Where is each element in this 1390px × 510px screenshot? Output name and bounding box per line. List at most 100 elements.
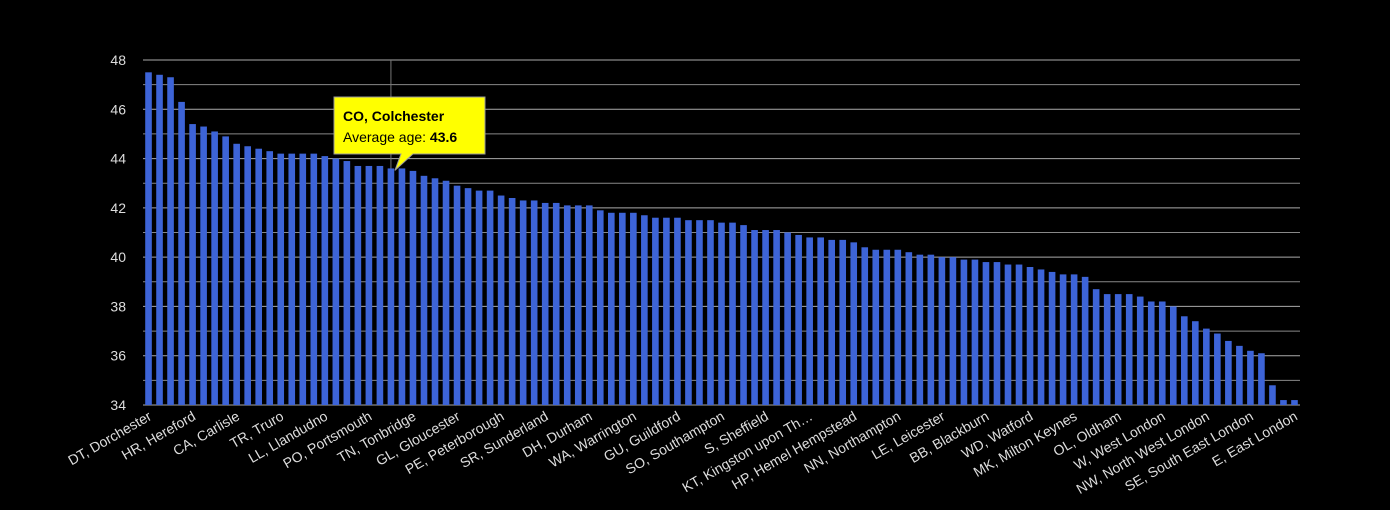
bar bbox=[398, 168, 406, 405]
bar bbox=[167, 77, 174, 405]
bar bbox=[156, 74, 163, 406]
bar bbox=[927, 254, 935, 405]
bar bbox=[993, 262, 1001, 405]
bar bbox=[641, 215, 648, 405]
bar bbox=[387, 168, 395, 405]
bar bbox=[1236, 345, 1243, 405]
bar bbox=[1158, 301, 1166, 405]
bar bbox=[1291, 400, 1298, 405]
bar bbox=[1247, 350, 1254, 405]
tooltip-text: Average age: 43.6 bbox=[343, 129, 457, 145]
bar bbox=[178, 101, 185, 406]
bar bbox=[740, 225, 747, 405]
y-tick-label: 40 bbox=[110, 249, 126, 265]
bar bbox=[905, 252, 913, 405]
bar bbox=[1004, 264, 1012, 405]
bar bbox=[861, 247, 869, 405]
bar bbox=[596, 210, 604, 405]
tooltip-value: 43.6 bbox=[430, 129, 457, 145]
bar bbox=[938, 257, 946, 405]
bar bbox=[354, 165, 362, 405]
bar bbox=[1225, 340, 1232, 405]
bar bbox=[519, 200, 527, 405]
bar bbox=[1136, 296, 1144, 405]
bar bbox=[222, 136, 229, 405]
bar bbox=[189, 124, 196, 406]
bar bbox=[674, 217, 681, 405]
bar bbox=[916, 254, 924, 405]
bar bbox=[652, 217, 659, 405]
bar bbox=[883, 249, 891, 405]
bar bbox=[1015, 264, 1023, 405]
y-tick-label: 46 bbox=[110, 101, 126, 117]
bar bbox=[630, 212, 637, 405]
bar bbox=[773, 230, 780, 405]
bar bbox=[563, 205, 571, 405]
bar bbox=[663, 217, 670, 405]
y-tick-label: 42 bbox=[110, 200, 126, 216]
bar bbox=[541, 202, 549, 405]
bar bbox=[982, 262, 990, 405]
bar bbox=[266, 151, 274, 405]
bar bbox=[233, 143, 240, 406]
y-tick-label: 44 bbox=[110, 151, 126, 167]
bar bbox=[530, 200, 538, 405]
bar bbox=[200, 126, 207, 406]
bar bbox=[696, 220, 703, 405]
bar bbox=[365, 165, 373, 405]
bar bbox=[1081, 276, 1089, 405]
bar bbox=[255, 148, 263, 405]
bar bbox=[1070, 274, 1078, 405]
bar bbox=[960, 259, 968, 405]
bar bbox=[1125, 294, 1133, 405]
bar bbox=[707, 220, 714, 405]
bar bbox=[343, 161, 351, 405]
bar bbox=[1269, 385, 1276, 405]
tooltip-box bbox=[333, 96, 486, 171]
bar bbox=[949, 257, 957, 405]
bar bbox=[762, 230, 769, 405]
bar bbox=[685, 220, 692, 405]
bar bbox=[751, 230, 758, 405]
bar bbox=[145, 72, 152, 406]
bar bbox=[971, 259, 979, 405]
bar bbox=[442, 180, 450, 405]
bar bbox=[574, 205, 582, 405]
bar bbox=[850, 242, 858, 405]
bar bbox=[552, 202, 560, 405]
bar bbox=[1048, 271, 1056, 405]
bar bbox=[1180, 316, 1188, 405]
bar bbox=[420, 175, 428, 405]
bar bbox=[464, 188, 472, 405]
bar bbox=[1203, 328, 1210, 405]
bar bbox=[718, 222, 725, 405]
bar bbox=[784, 232, 791, 405]
bar bbox=[211, 131, 218, 405]
bar bbox=[1214, 333, 1221, 405]
bar bbox=[894, 249, 902, 405]
bar bbox=[508, 198, 516, 405]
bar bbox=[1192, 321, 1199, 405]
y-tick-label: 48 bbox=[110, 52, 126, 68]
bar bbox=[244, 146, 251, 405]
bar bbox=[453, 185, 461, 405]
y-tick-label: 34 bbox=[110, 397, 126, 413]
bar bbox=[332, 158, 340, 405]
bar bbox=[299, 153, 307, 405]
bar bbox=[729, 222, 736, 405]
tooltip-title: CO, Colchester bbox=[343, 108, 445, 124]
bar bbox=[475, 190, 483, 405]
y-tick-label: 38 bbox=[110, 298, 126, 314]
bar bbox=[288, 153, 296, 405]
bar bbox=[795, 234, 802, 405]
bar bbox=[817, 237, 824, 405]
bar bbox=[1114, 294, 1122, 405]
bar bbox=[486, 190, 494, 405]
bar bbox=[497, 195, 505, 405]
bar bbox=[608, 212, 615, 405]
bar bbox=[277, 153, 285, 405]
bar bbox=[872, 249, 880, 405]
y-tick-label: 36 bbox=[110, 348, 126, 364]
bar bbox=[409, 170, 417, 405]
bar bbox=[1103, 294, 1111, 405]
